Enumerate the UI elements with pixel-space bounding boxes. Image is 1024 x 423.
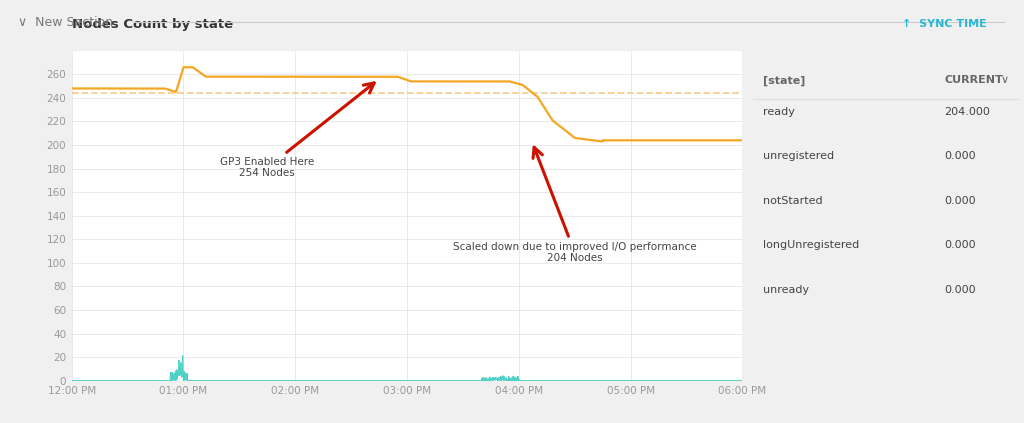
Text: Scaled down due to improved I/O performance
204 Nodes: Scaled down due to improved I/O performa… bbox=[453, 147, 696, 263]
Text: ∨: ∨ bbox=[1000, 75, 1009, 85]
Text: CURRENT: CURRENT bbox=[944, 75, 1004, 85]
Text: ↑  SYNC TIME: ↑ SYNC TIME bbox=[902, 19, 987, 29]
Text: longUnregistered: longUnregistered bbox=[763, 240, 859, 250]
Text: ∨  New Section: ∨ New Section bbox=[18, 16, 114, 29]
Text: unregistered: unregistered bbox=[763, 151, 835, 161]
Text: 204.000: 204.000 bbox=[944, 107, 990, 117]
Text: 0.000: 0.000 bbox=[944, 285, 976, 295]
Text: Nodes Count by state: Nodes Count by state bbox=[72, 18, 232, 31]
Text: 0.000: 0.000 bbox=[944, 196, 976, 206]
Text: 0.000: 0.000 bbox=[944, 151, 976, 161]
Text: [state]: [state] bbox=[763, 75, 806, 85]
Text: GP3 Enabled Here
254 Nodes: GP3 Enabled Here 254 Nodes bbox=[220, 83, 374, 179]
Text: 0.000: 0.000 bbox=[944, 240, 976, 250]
Text: ready: ready bbox=[763, 107, 796, 117]
Text: unready: unready bbox=[763, 285, 809, 295]
Text: notStarted: notStarted bbox=[763, 196, 823, 206]
